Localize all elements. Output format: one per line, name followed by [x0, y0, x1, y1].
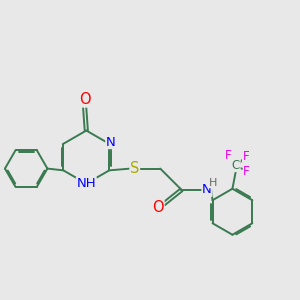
Text: O: O	[152, 200, 164, 215]
Text: N: N	[202, 183, 212, 196]
Text: H: H	[209, 178, 218, 188]
Text: S: S	[130, 161, 140, 176]
Text: F: F	[243, 150, 249, 164]
Text: NH: NH	[76, 177, 96, 190]
Text: F: F	[243, 165, 250, 178]
Text: O: O	[79, 92, 90, 107]
Text: N: N	[106, 136, 116, 148]
Text: C: C	[232, 158, 240, 172]
Text: F: F	[225, 149, 232, 162]
